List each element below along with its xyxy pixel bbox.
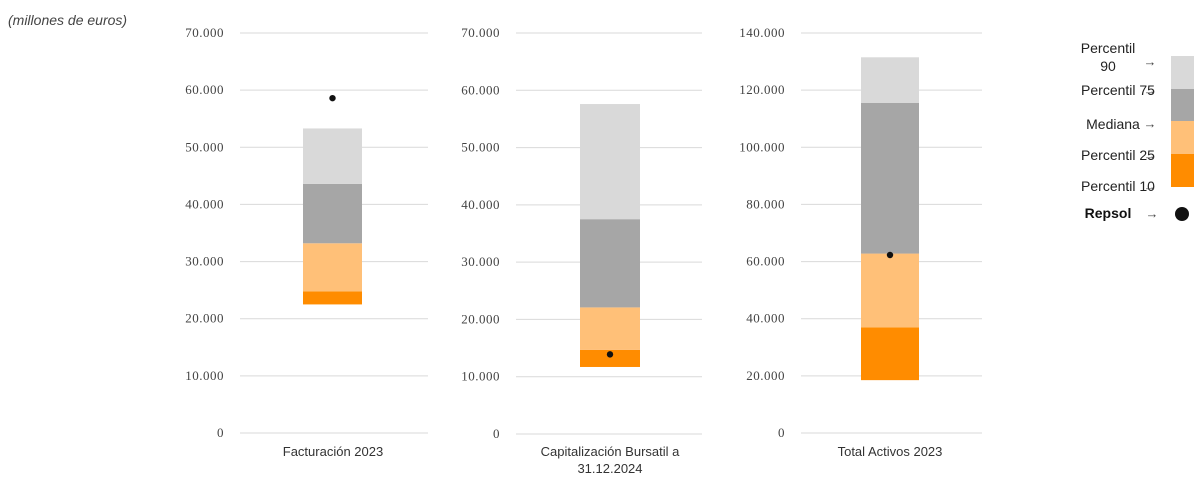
y-tick-label: 60.000: [185, 82, 224, 97]
bar-segment-p10: [580, 349, 640, 367]
repsol-point: [606, 351, 614, 358]
legend-label-p90: 90: [1100, 58, 1116, 74]
repsol-point: [886, 251, 894, 259]
y-tick-label: 60.000: [746, 254, 785, 269]
legend-repsol-dot: [1175, 207, 1189, 221]
arrow-icon: →: [1144, 179, 1157, 194]
bar-segment-median: [861, 103, 919, 254]
bar-segment-p25: [861, 253, 919, 328]
y-tick-label: 20.000: [185, 311, 224, 326]
bar-segment-median: [303, 183, 362, 244]
x-category-label: 31.12.2024: [577, 461, 642, 476]
y-tick-label: 50.000: [461, 140, 500, 155]
chart-panel-2: 0 10.000 20.000 30.000 40.000 50.000 60.000 70.…: [461, 25, 702, 476]
bar-segment-p10: [303, 291, 362, 305]
arrow-icon: →: [1144, 83, 1157, 98]
y-tick-label: 0: [778, 425, 785, 440]
legend-label-p25: Percentil 25: [1081, 147, 1155, 163]
legend-swatch-p75: [1171, 89, 1194, 121]
y-tick-label: 40.000: [746, 311, 785, 326]
legend-swatch-median: [1171, 121, 1194, 154]
x-category-label: Facturación 2023: [283, 444, 383, 459]
y-tick-label: 10.000: [461, 369, 500, 384]
arrow-icon: →: [1144, 148, 1157, 163]
y-tick-label: 70.000: [185, 25, 224, 40]
y-tick-label: 50.000: [185, 139, 224, 154]
unit-note: (millones de euros): [8, 12, 127, 28]
bar-segment-median: [580, 219, 640, 308]
y-tick-label: 100.000: [739, 139, 785, 154]
legend-label-p10: Percentil 10: [1081, 178, 1155, 194]
y-tick-label: 30.000: [461, 254, 500, 269]
legend-swatch-p90: [1171, 56, 1194, 89]
y-tick-label: 70.000: [461, 25, 500, 40]
y-tick-label: 30.000: [185, 254, 224, 269]
bar-segment-p25: [303, 243, 362, 292]
y-tick-label: 120.000: [739, 82, 785, 97]
y-tick-label: 40.000: [185, 196, 224, 211]
legend-swatch-p25: [1171, 154, 1194, 187]
x-category-label: Capitalización Bursatil a: [541, 444, 681, 459]
bar-segment-p25: [580, 307, 640, 350]
y-tick-label: 20.000: [461, 311, 500, 326]
bar-segment-p10: [861, 327, 919, 381]
legend-label-p90: Percentil: [1081, 40, 1135, 56]
chart-panel-1: 0 10.000 20.000 30.000 40.000 50.000 60.000 70.…: [185, 25, 428, 459]
x-category-label: Total Activos 2023: [838, 444, 943, 459]
arrow-icon: →: [1144, 116, 1157, 131]
y-tick-label: 0: [217, 425, 224, 440]
y-tick-label: 60.000: [461, 82, 500, 97]
legend-label-median: Mediana: [1086, 116, 1140, 132]
bar-segment-p75: [861, 57, 919, 103]
legend-label-repsol: Repsol: [1085, 205, 1132, 221]
chart-panels: 0 10.000 20.000 30.000 40.000 50.000 60.000 70.…: [185, 25, 982, 476]
y-tick-label: 80.000: [746, 196, 785, 211]
arrow-icon: →: [1144, 54, 1157, 69]
y-tick-label: 10.000: [185, 368, 224, 383]
y-tick-label: 40.000: [461, 197, 500, 212]
y-tick-label: 140.000: [739, 25, 785, 40]
legend-label-p75: Percentil 75: [1081, 82, 1155, 98]
bar-segment-p75: [580, 104, 640, 220]
bar-segment-p75: [303, 128, 362, 184]
chart-panel-3: 0 20.000 40.000 60.000 80.000 100.000 120.000 1…: [739, 25, 982, 459]
y-tick-label: 20.000: [746, 368, 785, 383]
repsol-point: [329, 94, 336, 102]
arrow-icon: →: [1146, 206, 1159, 221]
y-tick-label: 0: [493, 426, 500, 441]
